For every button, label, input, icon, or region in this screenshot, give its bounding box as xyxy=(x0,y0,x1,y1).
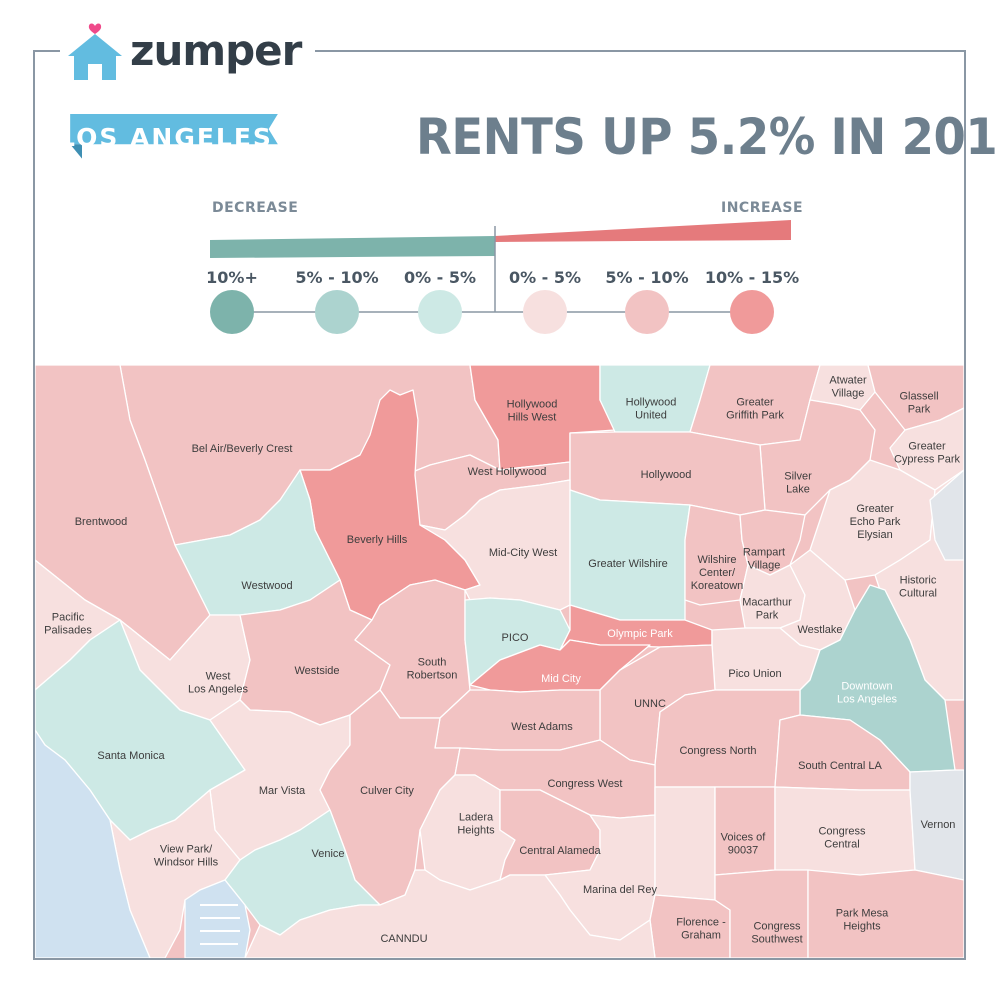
region-canndu[interactable] xyxy=(714,869,809,958)
neighborhood-label: Marina del Rey xyxy=(583,884,657,896)
region-west-adams[interactable] xyxy=(434,689,601,751)
neighborhood-label: Olympic Park xyxy=(607,628,673,640)
brand-name: zumper xyxy=(130,25,302,75)
neighborhood-label: Westwood xyxy=(241,580,292,592)
neighborhood-label: Hollywood xyxy=(641,469,692,481)
legend-decrease-label: DECREASE xyxy=(212,200,299,216)
region-westchester[interactable] xyxy=(244,869,656,958)
neighborhood-label: Congress North xyxy=(679,745,756,757)
neighborhood-label: Bel Air/Beverly Crest xyxy=(192,443,293,455)
neighborhood-label: Central Alameda xyxy=(519,845,601,857)
legend-increase-label: INCREASE xyxy=(721,200,804,216)
headline: RENTS UP 5.2% IN 2016 xyxy=(416,108,1000,166)
neighborhood-label: Congress Central xyxy=(818,826,866,851)
neighborhood-label: Mid City xyxy=(541,673,581,685)
neighborhood-label: West Adams xyxy=(511,721,573,733)
legend-swatch-increase-5-10 xyxy=(625,290,669,334)
neighborhood-label: West Los Angeles xyxy=(188,671,248,696)
neighborhood-label: CANNDU xyxy=(380,933,427,945)
neighborhood-label: Wilshire Center/Koreatown xyxy=(691,554,744,592)
legend-swatch-decrease-0-5 xyxy=(418,290,462,334)
neighborhood-label: Westside xyxy=(294,665,339,677)
legend-label-decrease-0-5: 0% - 5% xyxy=(403,268,477,287)
neighborhood-label: South Robertson xyxy=(407,657,458,682)
neighborhood-label: Greater Griffith Park xyxy=(726,397,784,422)
neighborhood-label: Venice xyxy=(311,848,344,860)
neighborhood-label: Hollywood Hills West xyxy=(507,399,558,424)
house-icon xyxy=(68,23,122,80)
region-mid-city-west[interactable] xyxy=(419,479,571,611)
legend-label-increase-0-5: 0% - 5% xyxy=(508,268,582,287)
region-greater-wilshire[interactable] xyxy=(569,489,691,621)
neighborhood-label: Santa Monica xyxy=(97,750,165,762)
neighborhood-label: Glassell Park xyxy=(899,391,938,416)
neighborhood-label: Westlake xyxy=(797,624,842,636)
neighborhood-label: Congress Southwest xyxy=(751,921,802,946)
neighborhood-label: South Central LA xyxy=(798,760,882,772)
neighborhood-label: Ladera Heights xyxy=(457,812,495,837)
neighborhood-label: Culver City xyxy=(360,785,414,797)
neighborhood-label: Florence -Graham xyxy=(676,917,726,942)
neighborhood-label: View Park/Windsor Hills xyxy=(154,844,219,869)
increase-wedge xyxy=(495,220,791,242)
legend-swatch-decrease-5-10 xyxy=(315,290,359,334)
infographic-frame xyxy=(33,50,966,960)
neighborhood-label: Vernon xyxy=(921,819,956,831)
neighborhood-label: Silver Lake xyxy=(784,471,812,496)
neighborhood-label: Voices of 90037 xyxy=(721,832,767,857)
city-banner-ribbon xyxy=(70,114,278,159)
zumper-logo[interactable]: zumper xyxy=(60,20,316,84)
neighborhood-map: Hollywood Hills West Hollywood United Greate… xyxy=(35,365,964,958)
neighborhood-label: West Hollywood xyxy=(468,466,547,478)
marina-docks xyxy=(200,904,240,945)
neighborhood-label: Congress West xyxy=(548,778,623,790)
neighborhood-label: Mid-City West xyxy=(489,547,557,559)
legend-label-increase-10-15: 10% - 15% xyxy=(704,268,800,287)
neighborhood-label: Rampart Village xyxy=(743,547,785,572)
legend-label-decrease-5-10: 5% - 10% xyxy=(295,268,379,287)
neighborhood-label: PICO xyxy=(502,632,529,644)
legend-swatch-decrease-10-plus xyxy=(210,290,254,334)
region-culver-city[interactable] xyxy=(319,689,461,906)
neighborhood-labels: Hollywood Hills West Hollywood United Greate… xyxy=(44,375,960,946)
neighborhood-label: Brentwood xyxy=(75,516,128,528)
no-data-corner xyxy=(929,469,964,561)
ocean xyxy=(35,729,151,958)
map-svg: Hollywood Hills West Hollywood United Greate… xyxy=(35,365,964,958)
region-florence-graham[interactable] xyxy=(807,869,964,958)
decrease-wedge xyxy=(210,236,495,258)
neighborhood-label: Park Mesa Heights xyxy=(836,908,889,933)
legend-graphic xyxy=(210,220,791,334)
neighborhood-label: Greater Echo Park Elysian xyxy=(850,503,901,541)
region-congress-central[interactable] xyxy=(654,786,716,901)
neighborhood-label: Pacific Palisades xyxy=(44,612,92,637)
neighborhood-label: UNNC xyxy=(634,698,666,710)
city-name: LOS ANGELES xyxy=(59,122,273,152)
neighborhood-label: Downtown Los Angeles xyxy=(837,681,897,706)
legend-swatch-increase-10-15 xyxy=(730,290,774,334)
region-vernon[interactable] xyxy=(909,769,964,881)
neighborhood-label: Atwater Village xyxy=(829,375,867,400)
neighborhood-label: Pico Union xyxy=(728,668,781,680)
neighborhood-label: Macarthur Park xyxy=(742,597,792,622)
neighborhood-label: Beverly Hills xyxy=(347,534,408,546)
neighborhood-label: Historic Cultural xyxy=(899,575,937,600)
legend-swatch-increase-0-5 xyxy=(523,290,567,334)
neighborhood-label: Greater Wilshire xyxy=(588,558,667,570)
neighborhood-label: Hollywood United xyxy=(626,397,677,422)
neighborhood-label: Greater Cypress Park xyxy=(894,441,961,466)
neighborhood-label: Mar Vista xyxy=(259,785,306,797)
legend-label-increase-5-10: 5% - 10% xyxy=(605,268,689,287)
legend-label-decrease-10-plus: 10%+ xyxy=(206,268,258,287)
